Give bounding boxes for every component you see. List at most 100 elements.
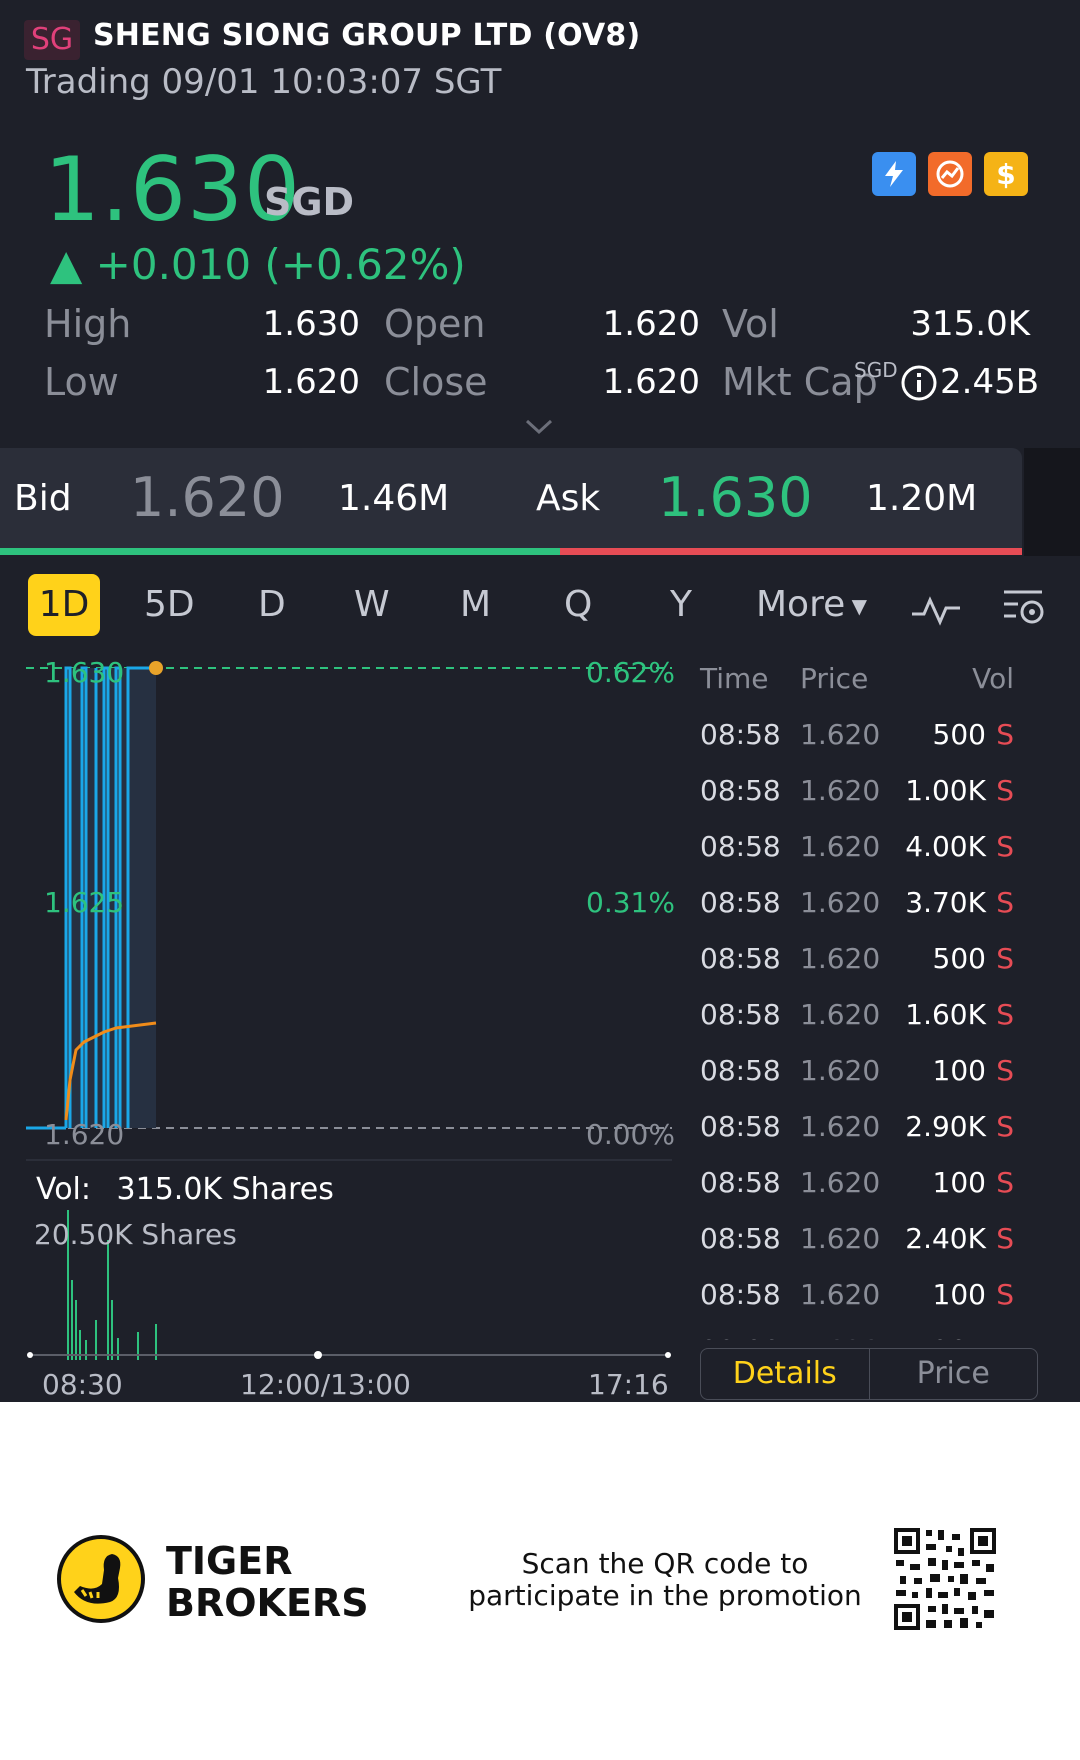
tick-volume: 2.90K — [905, 1110, 986, 1143]
tick-side: S — [996, 1166, 1014, 1199]
tab-5d[interactable]: 5D — [144, 584, 195, 625]
tick-volume: 100 — [932, 1278, 986, 1311]
intraday-chart[interactable] — [0, 640, 690, 1360]
info-icon[interactable] — [900, 364, 938, 406]
header-price: Price — [800, 662, 869, 695]
vol-max-label: 20.50K Shares — [34, 1218, 237, 1251]
promo-text: Scan the QR code to participate in the p… — [468, 1547, 862, 1612]
tick-row: 08:58 1.620 4.00K S — [690, 830, 1040, 886]
pct-label-top: 0.62% — [586, 656, 675, 689]
pct-label-low: 0.00% — [586, 1118, 675, 1151]
close-value: 1.620 — [602, 362, 700, 402]
vol-value: 315.0K — [910, 304, 1030, 344]
time-axis — [27, 1351, 671, 1359]
open-value: 1.620 — [602, 304, 700, 344]
tick-price: 1.620 — [800, 830, 881, 863]
tick-time: 08:58 — [700, 886, 781, 919]
tab-d[interactable]: D — [258, 584, 286, 625]
y-label-low: 1.620 — [44, 1118, 125, 1151]
tick-row: 08:58 1.620 1.00K S — [690, 774, 1040, 830]
last-price-dot — [149, 661, 163, 675]
tick-time: 08:58 — [700, 1222, 781, 1255]
y-label-mid: 1.625 — [44, 886, 125, 919]
tab-price[interactable]: Price — [916, 1356, 990, 1391]
header-vol: Vol — [972, 662, 1014, 695]
chevron-down-icon[interactable] — [524, 418, 554, 440]
tick-side: S — [996, 1054, 1014, 1087]
brand-name: TIGER BROKERS — [166, 1540, 369, 1624]
bid-price: 1.620 — [130, 466, 285, 529]
ticks-tabs: Details Price — [700, 1348, 1038, 1400]
more-label: More — [756, 584, 846, 625]
chart-settings-icon[interactable] — [1002, 586, 1048, 634]
tick-volume: 500 — [932, 718, 986, 751]
tick-price: 1.620 — [800, 998, 881, 1031]
tick-time: 08:58 — [700, 1166, 781, 1199]
tick-volume: 100 — [932, 1054, 986, 1087]
last-price: 1.630 — [44, 138, 301, 241]
tick-row: 08:58 1.620 1.60K S — [690, 998, 1040, 1054]
side-panel — [1024, 448, 1080, 556]
tick-row: 08:58 1.620 100 S — [690, 1278, 1040, 1334]
tick-side: S — [996, 1222, 1014, 1255]
bid-ratio-bar — [0, 548, 560, 555]
tick-price: 1.620 — [800, 1166, 881, 1199]
tick-time: 08:58 — [700, 830, 781, 863]
ask-price: 1.630 — [658, 466, 813, 529]
ask-label: Ask — [536, 478, 601, 519]
ask-ratio-bar — [560, 548, 1022, 555]
tick-price: 1.620 — [800, 774, 881, 807]
tick-side: S — [996, 942, 1014, 975]
lightning-icon[interactable] — [872, 152, 916, 196]
x-label-start: 08:30 — [42, 1368, 123, 1401]
tick-row: 08:58 1.620 100 S — [690, 1054, 1040, 1110]
volume-summary: Vol: 315.0K Shares — [36, 1172, 334, 1207]
tick-price: 1.620 — [800, 1278, 881, 1311]
ask-size: 1.20M — [866, 478, 978, 519]
trading-status: Trading 09/01 10:03:07 SGT — [26, 62, 502, 102]
tick-time: 08:58 — [700, 1278, 781, 1311]
dollar-icon[interactable]: $ — [984, 152, 1028, 196]
tab-y[interactable]: Y — [670, 584, 692, 625]
tab-details[interactable]: Details — [701, 1349, 870, 1399]
low-label: Low — [44, 360, 119, 404]
tick-price: 1.620 — [800, 718, 881, 751]
tab-1d[interactable]: 1D — [28, 574, 100, 636]
tick-side: S — [996, 830, 1014, 863]
bid-ask-panel — [0, 448, 1022, 550]
ticks-header: Time Price Vol — [690, 662, 1040, 718]
tick-side: S — [996, 774, 1014, 807]
tab-more[interactable]: More ▼ — [756, 584, 867, 625]
bid-size: 1.46M — [338, 478, 450, 519]
high-label: High — [44, 302, 132, 346]
tick-time: 08:58 — [700, 998, 781, 1031]
tick-time: 08:58 — [700, 718, 781, 751]
brand-line1: TIGER — [166, 1539, 293, 1583]
tick-price: 1.620 — [800, 1054, 881, 1087]
app-screen — [0, 0, 1080, 1402]
tick-row: 08:58 1.620 500 S — [690, 942, 1040, 998]
mktcap-label: Mkt Cap — [722, 360, 878, 404]
price-change: ▲ +0.010 (+0.62%) — [50, 240, 466, 289]
pct-label-mid: 0.31% — [586, 886, 675, 919]
tab-w[interactable]: W — [354, 584, 390, 625]
indicator-icon[interactable] — [910, 592, 962, 632]
price-line — [26, 666, 156, 1130]
tick-row: 08:58 1.620 500 S — [690, 718, 1040, 774]
vol-summary-value: 315.0K Shares — [116, 1172, 334, 1207]
tick-side: S — [996, 886, 1014, 919]
tick-row: 08:58 1.620 2.90K S — [690, 1110, 1040, 1166]
qr-code[interactable] — [892, 1526, 998, 1632]
tick-side: S — [996, 1278, 1014, 1311]
currency-label: SGD — [264, 180, 355, 224]
tick-volume: 2.40K — [905, 1222, 986, 1255]
tab-m[interactable]: M — [460, 584, 492, 625]
tick-row: 08:58 1.620 3.70K S — [690, 886, 1040, 942]
bid-label: Bid — [14, 478, 72, 519]
tick-time: 08:58 — [700, 1054, 781, 1087]
tick-volume: 500 — [932, 942, 986, 975]
tab-q[interactable]: Q — [564, 584, 593, 625]
feature-icons: $ — [872, 152, 1028, 196]
tick-row: 08:58 1.620 100 S — [690, 1166, 1040, 1222]
chart-circle-icon[interactable] — [928, 152, 972, 196]
